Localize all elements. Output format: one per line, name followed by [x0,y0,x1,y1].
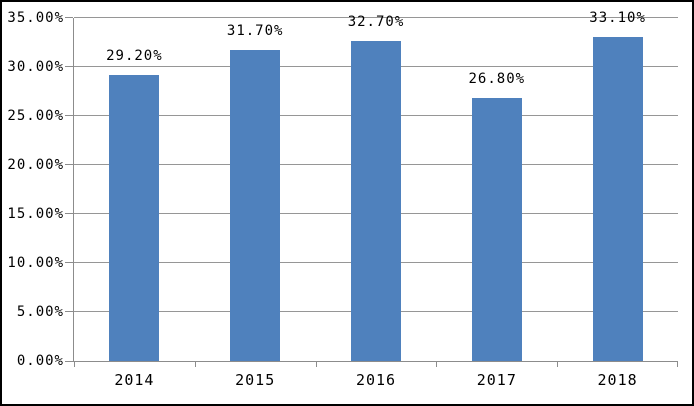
y-tick-label: 30.00% [7,59,64,75]
x-category-label: 2016 [355,371,397,389]
plot-area: 0.00% 5.00% 10.00% 15.00% 20.00% 25.00% 30.00%… [7,10,678,389]
y-axis-tick [65,311,73,312]
bar-2015 [230,50,281,361]
x-category-label: 2018 [597,371,638,389]
y-axis-tick [65,115,73,116]
y-axis-tick [65,17,73,18]
y-tick-label: 15.00% [7,206,64,222]
y-axis-tick [65,361,73,362]
x-axis-tick [557,361,559,367]
bar-2014 [109,74,160,361]
bar-2016 [351,40,401,361]
y-tick-label: 0.00% [16,353,64,369]
x-axis-tick [677,361,678,367]
y-tick-label: 20.00% [7,157,64,173]
y-tick-label: 25.00% [7,108,64,124]
x-category-label: 2014 [114,371,155,389]
bar-value-label: 33.10% [589,9,646,26]
y-tick-label: 10.00% [7,255,64,271]
y-gridline [74,17,678,18]
bar-2018 [592,36,643,361]
y-axis-tick [65,164,73,165]
y-axis-tick [65,66,73,67]
x-axis-tick [74,361,75,367]
bar-value-label: 29.20% [106,47,163,64]
y-tick-label: 35.00% [7,10,64,26]
bar-value-label: 26.80% [468,71,526,88]
y-axis-tick [65,262,73,263]
bar-2017 [471,98,522,361]
x-category-label: 2015 [235,371,276,389]
x-axis-tick [315,361,317,367]
y-tick-label: 5.00% [16,304,64,320]
x-category-label: 2017 [476,371,517,389]
bar-value-label: 31.70% [226,23,284,40]
bar-value-label: 32.70% [347,13,405,30]
y-axis-tick [65,213,73,214]
x-axis-tick [436,361,438,367]
x-axis-tick [194,361,196,367]
